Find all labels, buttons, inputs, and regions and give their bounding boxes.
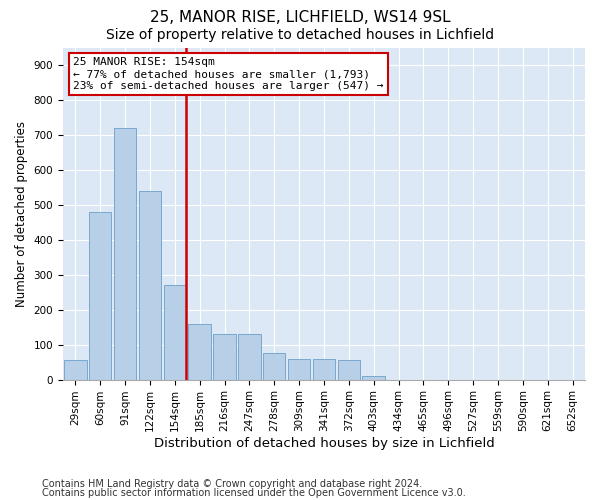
Text: 25, MANOR RISE, LICHFIELD, WS14 9SL: 25, MANOR RISE, LICHFIELD, WS14 9SL	[149, 10, 451, 25]
X-axis label: Distribution of detached houses by size in Lichfield: Distribution of detached houses by size …	[154, 437, 494, 450]
Bar	[238, 334, 260, 380]
Bar	[188, 324, 211, 380]
Bar	[164, 285, 186, 380]
Bar	[288, 358, 310, 380]
Bar	[64, 360, 86, 380]
Bar	[89, 212, 112, 380]
Bar	[263, 354, 286, 380]
Bar	[338, 360, 360, 380]
Bar	[214, 334, 236, 380]
Bar	[362, 376, 385, 380]
Text: 25 MANOR RISE: 154sqm
← 77% of detached houses are smaller (1,793)
23% of semi-d: 25 MANOR RISE: 154sqm ← 77% of detached …	[73, 58, 384, 90]
Text: Contains HM Land Registry data © Crown copyright and database right 2024.: Contains HM Land Registry data © Crown c…	[42, 479, 422, 489]
Bar	[114, 128, 136, 380]
Bar	[139, 191, 161, 380]
Text: Size of property relative to detached houses in Lichfield: Size of property relative to detached ho…	[106, 28, 494, 42]
Text: Contains public sector information licensed under the Open Government Licence v3: Contains public sector information licen…	[42, 488, 466, 498]
Y-axis label: Number of detached properties: Number of detached properties	[15, 120, 28, 306]
Bar	[313, 360, 335, 380]
